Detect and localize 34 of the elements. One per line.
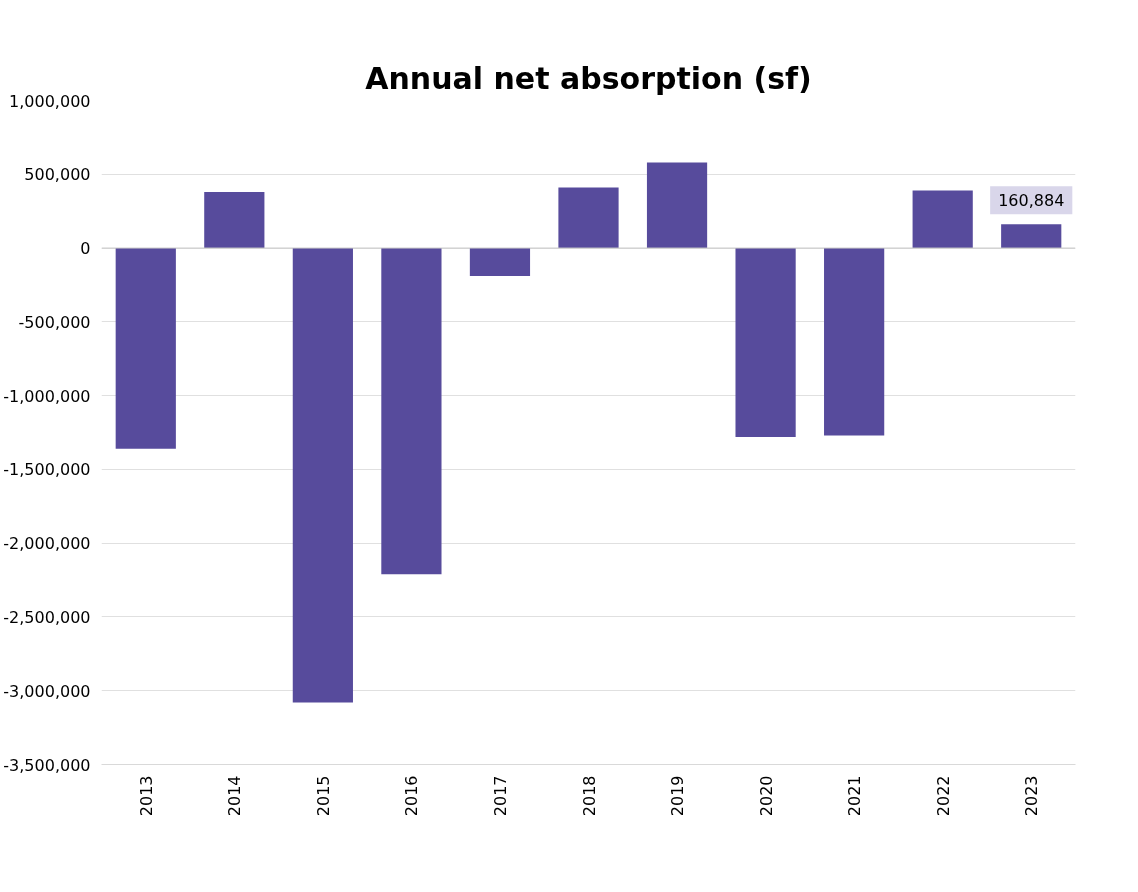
bar [115,248,176,449]
bar [381,248,442,575]
y-tick-label: 1,000,000 [9,91,91,111]
y-tick-label: 0 [80,239,91,259]
y-tick-label: -1,000,000 [3,386,91,406]
bar [824,248,885,436]
bar [912,190,973,249]
x-tick-label: 2018 [579,775,599,817]
x-tick-label: 2020 [756,775,776,817]
x-tick-label: 2015 [313,775,333,817]
data-label: 160,884 [998,191,1065,211]
chart-title: Annual net absorption (sf) [365,60,812,96]
bar [646,162,708,249]
y-tick-label: -3,000,000 [3,681,91,701]
x-tick-label: 2014 [225,775,245,817]
y-tick-label: -2,000,000 [3,534,91,554]
x-tick-label: 2023 [1022,775,1042,817]
x-tick-label: 2013 [136,775,156,817]
x-tick-label: 2016 [402,775,422,817]
bar [1001,224,1062,249]
y-tick-label: -2,500,000 [3,607,91,627]
y-tick-label: -1,500,000 [3,460,91,480]
x-tick-label: 2017 [490,775,510,817]
x-tick-label: 2021 [845,775,865,817]
y-tick-label: -500,000 [18,312,91,332]
bar [735,248,796,437]
bar [292,248,353,703]
x-tick-label: 2022 [933,775,953,817]
y-tick-label: -3,500,000 [3,755,91,775]
bar [558,187,619,249]
bar [204,191,265,249]
bar [469,248,531,277]
y-tick-label: 500,000 [24,165,91,185]
x-tick-label: 2019 [668,775,688,817]
